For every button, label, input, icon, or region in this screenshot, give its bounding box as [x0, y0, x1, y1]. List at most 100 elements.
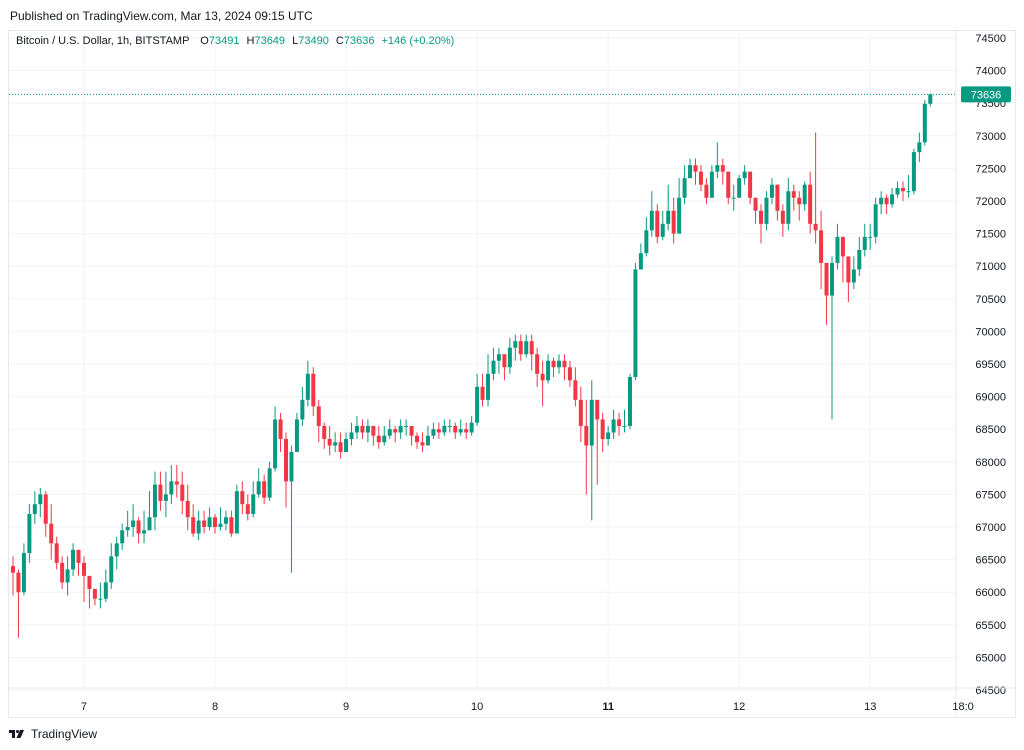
candle-body: [327, 438, 332, 446]
candle-body: [207, 517, 212, 527]
candle-body: [223, 517, 228, 524]
candle-body: [830, 262, 834, 296]
x-tick-label: 11: [602, 701, 614, 713]
candle-body: [300, 399, 305, 420]
candle-body: [513, 341, 518, 348]
candle-body: [518, 341, 523, 355]
candle-body: [185, 500, 190, 518]
candle-body: [393, 429, 398, 433]
candle-body: [802, 184, 807, 205]
candle-body: [354, 425, 359, 433]
candle-body: [305, 373, 310, 400]
x-tick-label: 18:0: [952, 701, 973, 713]
last-price-marker: 73636: [9, 86, 1011, 103]
high-value: 73649: [254, 35, 286, 47]
chart-frame: [8, 30, 1016, 718]
candle-body: [475, 386, 480, 423]
candle-body: [524, 341, 529, 355]
candle-body: [21, 553, 26, 593]
candle-body: [900, 187, 905, 192]
y-tick-label: 66500: [975, 555, 1006, 567]
candle-body: [120, 530, 125, 544]
candle-body: [535, 354, 540, 374]
y-tick-label: 69500: [975, 359, 1006, 371]
candle-body: [245, 504, 250, 514]
x-tick-label: 7: [81, 701, 87, 713]
candle-body: [152, 484, 157, 518]
candle-body: [147, 517, 152, 531]
open-label: O: [200, 35, 209, 47]
candle-body: [551, 360, 556, 368]
candle-body: [278, 419, 283, 439]
candle-body: [349, 432, 354, 439]
y-tick-label: 70000: [975, 326, 1006, 338]
time-axis: 7 8 9 10 11 12 13 18:0: [9, 687, 1015, 713]
x-tick-label: 10: [471, 701, 483, 713]
candle-body: [251, 494, 256, 514]
candle-body: [540, 373, 545, 381]
y-tick-label: 71000: [975, 261, 1006, 273]
low-label: L: [292, 35, 299, 47]
candle-body: [158, 484, 163, 501]
candle-body: [114, 543, 119, 557]
candle-body: [442, 425, 447, 433]
y-tick-label: 68000: [975, 457, 1006, 469]
open-value: 73491: [208, 35, 240, 47]
last-price-badge: [961, 86, 1011, 103]
published-note: Published on TradingView.com, Mar 13, 20…: [10, 9, 313, 23]
candle-body: [322, 425, 327, 439]
candle-body: [846, 256, 851, 283]
candle-body: [862, 236, 867, 250]
candle-body: [693, 165, 698, 172]
candle-body: [884, 197, 889, 205]
candle-body: [573, 380, 578, 400]
candle-body: [786, 191, 791, 224]
candle-body: [600, 419, 605, 439]
candle-body: [562, 360, 567, 368]
candle-body: [240, 491, 245, 505]
candle-body: [890, 194, 895, 205]
candle-body: [917, 142, 922, 153]
close-label: C: [335, 35, 344, 47]
y-tick-label: 73000: [975, 131, 1006, 143]
candle-body: [764, 197, 769, 224]
candle-body: [458, 429, 463, 433]
candle-body: [218, 523, 223, 527]
candle-body: [595, 399, 600, 420]
candle-body: [387, 429, 392, 436]
candle-body: [316, 406, 321, 426]
x-tick-label: 8: [212, 701, 218, 713]
candle-body: [54, 543, 59, 563]
candle-body: [644, 230, 649, 254]
change-value: +146 (+0.20%): [381, 35, 455, 47]
candle-body: [202, 520, 207, 527]
candle-body: [491, 360, 496, 374]
candle-body: [289, 452, 294, 482]
y-tick-label: 65000: [975, 652, 1006, 664]
candle-body: [447, 425, 452, 427]
candle-body: [911, 152, 916, 192]
candle-body: [486, 373, 491, 400]
candle-body: [262, 481, 267, 498]
candle-body: [453, 425, 458, 433]
price-axis: 7450074000735007300072500720007150071000…: [955, 31, 1006, 717]
candle-body: [409, 425, 414, 436]
y-tick-label: 72000: [975, 196, 1006, 208]
candle-body: [780, 210, 785, 224]
candle-body: [660, 223, 665, 237]
candle-body: [480, 386, 485, 400]
candle-body: [704, 184, 709, 198]
candle-body: [469, 422, 474, 433]
candle-body: [753, 197, 758, 211]
candle-body: [840, 236, 845, 257]
candle-body: [98, 598, 103, 600]
footer-brand[interactable]: TradingView: [8, 724, 97, 744]
candle-body: [464, 429, 469, 433]
candle-body: [698, 171, 703, 185]
candle-body: [879, 197, 884, 205]
candle-body: [136, 520, 141, 534]
candle-body: [529, 341, 534, 355]
candle-body: [709, 171, 714, 198]
candle-body: [38, 494, 43, 505]
